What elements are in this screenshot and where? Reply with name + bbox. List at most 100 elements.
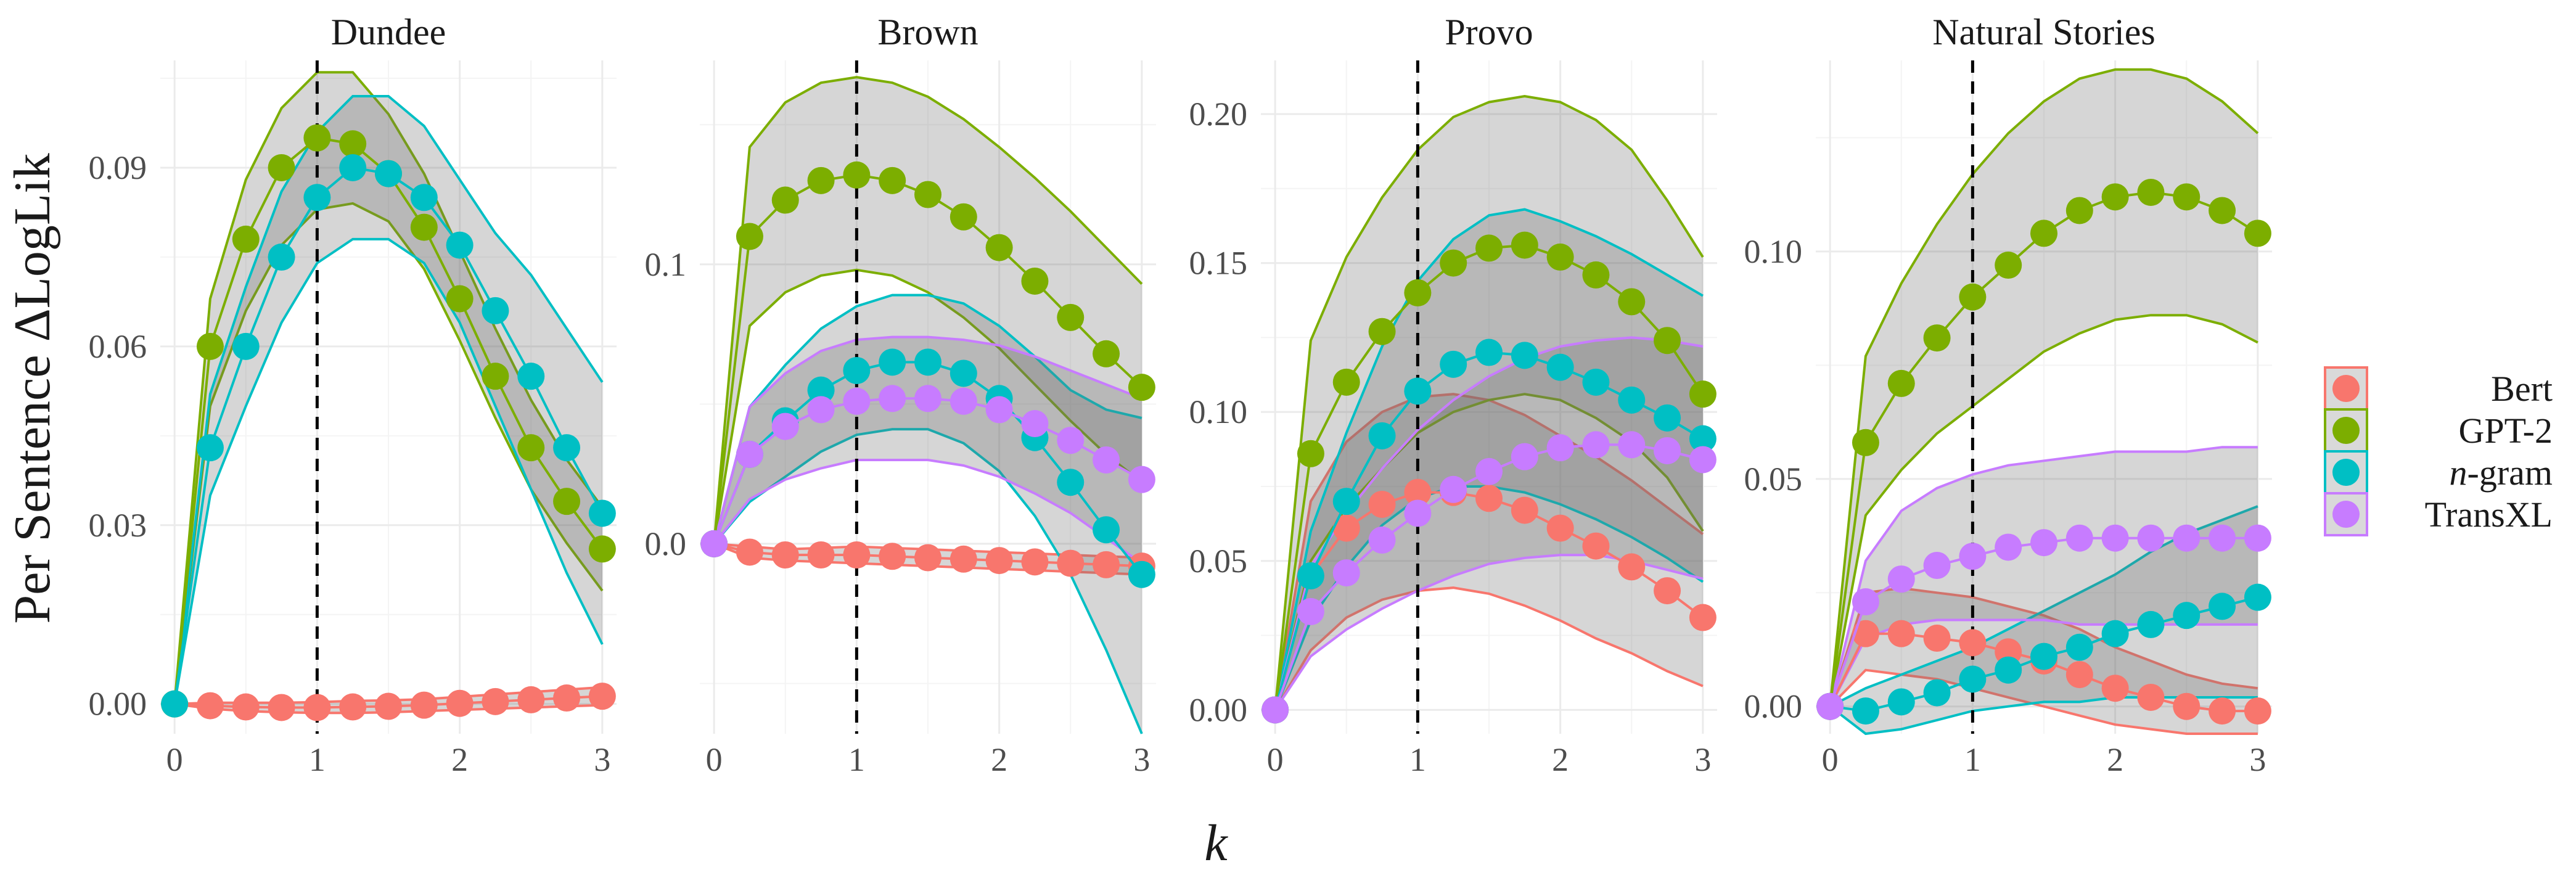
y-tick-label: 0.0 <box>645 525 687 562</box>
point-provo-n-gram <box>1475 339 1503 366</box>
ribbon-lower-brown-gpt-2 <box>713 268 1143 544</box>
point-natural-stories-gpt-2 <box>2101 183 2129 211</box>
ribbon-lower-provo-bert <box>1274 586 1704 711</box>
point-brown-n-gram <box>950 359 977 387</box>
point-provo-bert <box>1546 514 1574 542</box>
point-dundee-bert <box>339 693 367 721</box>
ribbon-upper-dundee-gpt-2 <box>173 71 604 704</box>
point-brown-transxl <box>914 385 941 412</box>
y-tick-label: 0.06 <box>89 328 147 365</box>
point-dundee-gpt-2 <box>517 434 545 462</box>
point-provo-gpt-2 <box>1618 288 1646 316</box>
y-tick-label: 0.10 <box>1189 393 1248 430</box>
point-provo-gpt-2 <box>1689 380 1717 408</box>
point-provo-gpt-2 <box>1582 261 1610 289</box>
legend-key-gpt-2 <box>2324 408 2368 453</box>
point-provo-gpt-2 <box>1654 327 1681 355</box>
point-dundee-bert <box>482 687 509 715</box>
x-tick-label: 3 <box>2249 741 2266 778</box>
point-natural-stories-transxl <box>1923 552 1951 579</box>
ribbon-provo-bert <box>1275 394 1703 710</box>
panel-title-brown: Brown <box>877 12 978 52</box>
point-provo-bert <box>1689 604 1717 631</box>
point-natural-stories-transxl <box>2244 524 2271 552</box>
point-natural-stories-n-gram <box>2030 642 2057 670</box>
y-tick-label: 0.05 <box>1744 461 1803 498</box>
point-dundee-bert <box>410 691 438 719</box>
point-provo-bert <box>1368 490 1396 518</box>
y-tick-label: 0.15 <box>1189 245 1248 282</box>
point-provo-n-gram <box>1404 377 1432 405</box>
ribbon-upper-natural-stories-transxl <box>1829 446 2258 707</box>
point-provo-bert <box>1582 532 1610 560</box>
point-brown-bert <box>771 541 799 569</box>
point-brown-transxl <box>807 396 835 424</box>
point-natural-stories-bert <box>2244 697 2271 725</box>
point-natural-stories-n-gram <box>2173 602 2201 630</box>
point-brown-gpt-2 <box>1021 267 1049 295</box>
legend-marker-n-gram <box>2332 459 2360 486</box>
point-brown-bert <box>950 545 977 573</box>
point-natural-stories-n-gram <box>2209 593 2236 620</box>
point-dundee-gpt-2 <box>339 130 367 158</box>
point-natural-stories-transxl <box>1852 588 1879 616</box>
legend-item-gpt-2: GPT-2 <box>2324 408 2553 453</box>
panel-title-dundee: Dundee <box>331 12 446 52</box>
point-dundee-gpt-2 <box>482 363 509 390</box>
point-brown-bert <box>1093 551 1120 578</box>
point-provo-bert <box>1475 485 1503 512</box>
point-dundee-gpt-2 <box>303 124 331 152</box>
ribbon-upper-provo-gpt-2 <box>1274 94 1704 710</box>
point-brown-transxl <box>1128 466 1155 493</box>
point-provo-transxl <box>1440 475 1467 503</box>
point-provo-bert <box>1511 496 1538 524</box>
y-tick-label: 0.00 <box>89 686 147 723</box>
x-tick-label: 0 <box>1822 741 1839 778</box>
y-tick-label: 0.20 <box>1189 96 1248 133</box>
point-provo-n-gram <box>1618 386 1646 414</box>
point-dundee-bert <box>303 694 331 721</box>
point-natural-stories-gpt-2 <box>1923 324 1951 352</box>
y-tick-label: 0.00 <box>1189 691 1248 728</box>
point-brown-n-gram <box>1057 469 1085 496</box>
x-tick-label: 0 <box>706 741 723 778</box>
panel-natural-stories: 0 1 2 3 0.00 0.05 0.10 Natural Stories <box>1744 12 2272 778</box>
point-dundee-n-gram <box>553 434 581 462</box>
ribbon-upper-provo-n-gram <box>1274 208 1704 710</box>
point-natural-stories-gpt-2 <box>2030 220 2057 247</box>
point-natural-stories-transxl <box>1959 543 1987 570</box>
point-brown-n-gram <box>807 376 835 404</box>
point-natural-stories-n-gram <box>1852 697 1879 725</box>
point-provo-gpt-2 <box>1440 249 1467 277</box>
point-natural-stories-transxl <box>2065 524 2093 552</box>
panel-dundee: 0 1 2 3 0.00 0.03 0.06 0.09 Dundee <box>89 12 617 778</box>
x-axis-label: k <box>1204 815 1228 870</box>
point-natural-stories-bert <box>2065 661 2093 689</box>
point-natural-stories-transxl <box>1816 692 1844 720</box>
ribbon-upper-brown-gpt-2 <box>713 76 1143 544</box>
legend-item-bert: Bert <box>2324 366 2553 411</box>
point-natural-stories-transxl <box>1995 533 2022 561</box>
x-tick-label: 0 <box>166 741 183 778</box>
point-brown-gpt-2 <box>807 166 835 194</box>
y-tick-label: 0.03 <box>89 507 147 544</box>
legend-label-n-gram: n-gram <box>2450 453 2553 493</box>
point-provo-gpt-2 <box>1332 368 1360 396</box>
point-dundee-gpt-2 <box>410 213 438 241</box>
y-axis-label: Per Sentence ΔLogLik <box>4 153 61 623</box>
point-dundee-n-gram <box>232 332 260 360</box>
point-brown-gpt-2 <box>1057 303 1085 331</box>
point-brown-gpt-2 <box>914 181 941 208</box>
point-natural-stories-transxl <box>2101 524 2129 552</box>
point-provo-transxl <box>1475 458 1503 485</box>
point-natural-stories-n-gram <box>2101 620 2129 647</box>
point-natural-stories-transxl <box>1887 565 1915 593</box>
point-dundee-n-gram <box>196 434 224 462</box>
point-natural-stories-bert <box>2137 683 2165 711</box>
point-natural-stories-n-gram <box>2244 583 2271 611</box>
point-brown-bert <box>843 541 871 569</box>
panel-provo: 0 1 2 3 0.00 0.05 0.10 0.15 0.20 Provo <box>1189 12 1717 778</box>
point-provo-transxl <box>1689 446 1717 474</box>
